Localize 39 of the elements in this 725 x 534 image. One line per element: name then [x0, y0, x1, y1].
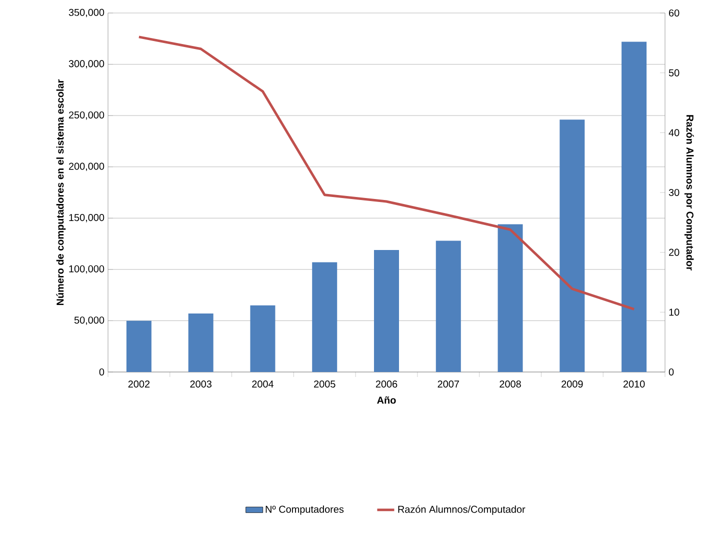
y-axis-title: Número de computadores en el sistema escolar [56, 79, 66, 306]
y-tick-label: 100,000 [69, 265, 104, 274]
y-tick-label: 50,000 [74, 316, 104, 325]
bar [622, 42, 647, 372]
x-tick-label: 2007 [438, 380, 459, 388]
x-tick-label: 2008 [500, 380, 521, 388]
bar [126, 320, 152, 372]
bar [374, 250, 399, 372]
bar [312, 262, 338, 372]
x-tick-label: 2009 [562, 380, 583, 388]
y-tick-label: 0 [99, 368, 104, 376]
x-tick-label: 2004 [252, 380, 274, 388]
legend-label: Nº Computadores [266, 505, 344, 515]
x-tick-label: 2005 [314, 380, 336, 388]
x-axis-title: Año [377, 396, 396, 404]
bar [250, 305, 276, 372]
bar [498, 224, 523, 372]
y2-tick-label: 40 [668, 129, 680, 136]
y2-tick-label: 30 [668, 188, 680, 196]
x-tick-label: 2010 [623, 380, 645, 388]
x-tick-label: 2003 [190, 380, 212, 388]
y-tick-label: 350,000 [68, 8, 104, 18]
y2-tick-label: 60 [669, 9, 680, 17]
y2-tick-label: 0 [668, 368, 674, 376]
y-tick-label: 200,000 [68, 162, 104, 171]
y2-tick-label: 50 [668, 69, 680, 76]
legend-label: Razón Alumnos/Computador [398, 505, 526, 515]
y-tick-label: 300,000 [68, 60, 104, 68]
y2-tick-label: 10 [669, 308, 680, 316]
y-tick-label: 250,000 [68, 111, 104, 120]
y2-axis-title: Razón Alumnos por Computador [684, 115, 694, 270]
bar [436, 240, 461, 372]
y-tick-label: 150,000 [69, 214, 104, 222]
bar [188, 314, 214, 372]
line-series [138, 36, 636, 310]
x-tick-label: 2002 [128, 380, 150, 388]
y2-tick-label: 20 [669, 248, 680, 256]
x-tick-label: 2006 [376, 380, 398, 388]
bar [560, 120, 585, 372]
